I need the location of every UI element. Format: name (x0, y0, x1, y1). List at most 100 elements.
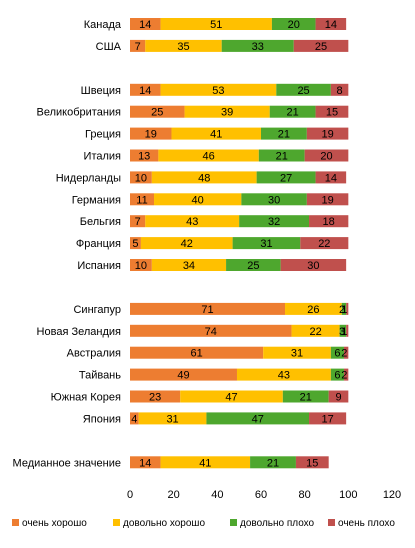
data-label-довольно-хорошо-12: 22 (309, 326, 321, 338)
category-label-11: Сингапур (73, 304, 121, 316)
bar-довольно-плохо-11 (341, 302, 347, 315)
legend-swatch-3 (328, 519, 335, 526)
data-label-довольно-плохо-15: 21 (300, 392, 312, 404)
category-label-7: Германия (72, 194, 121, 206)
bar-довольно-плохо-7 (241, 193, 307, 206)
legend-swatch-1 (113, 519, 120, 526)
data-label-очень-хорошо-6: 10 (135, 172, 147, 184)
data-label-довольно-хорошо-0: 51 (210, 19, 222, 31)
data-label-очень-плохо-15: 9 (335, 392, 341, 404)
category-label-1: США (96, 41, 122, 53)
data-label-очень-плохо-6: 14 (325, 172, 337, 184)
bar-очень-хорошо-0 (130, 18, 161, 30)
category-label-4: Греция (85, 129, 121, 141)
data-label-довольно-хорошо-2: 53 (212, 85, 224, 97)
category-labels: Канада США Швеция Великобритания Греция Итали… (13, 19, 122, 469)
data-label-довольно-хорошо-7: 40 (192, 194, 204, 206)
data-label-довольно-плохо-2: 25 (297, 85, 309, 97)
bar-довольно-хорошо-9 (140, 237, 233, 250)
data-label-очень-плохо-11: 1 (341, 304, 347, 316)
data-label-очень-плохо-9: 22 (318, 238, 330, 250)
bar-довольно-хорошо-6 (151, 171, 257, 184)
data-label-очень-хорошо-8: 7 (135, 216, 141, 228)
bar-довольно-плохо-13 (330, 346, 344, 359)
bar-очень-хорошо-15 (130, 390, 181, 403)
bar-очень-плохо-3 (315, 105, 349, 118)
data-label-довольно-хорошо-10: 34 (183, 260, 195, 272)
legend-label-1: довольно хорошо (123, 518, 205, 529)
bar-очень-плохо-8 (309, 215, 349, 228)
data-label-очень-хорошо-14: 49 (177, 370, 189, 382)
bar-очень-хорошо-12 (130, 324, 292, 337)
bar-довольно-хорошо-12 (291, 324, 340, 337)
bar-довольно-плохо-1 (221, 39, 294, 52)
bar-очень-плохо-4 (306, 127, 349, 140)
category-label-14: Тайвань (79, 370, 121, 382)
data-label-очень-хорошо-13: 61 (190, 348, 202, 360)
bar-довольно-хорошо-15 (180, 390, 283, 403)
data-label-очень-плохо-12: 1 (341, 326, 347, 338)
data-label-довольно-хорошо-11: 26 (307, 304, 319, 316)
data-label-довольно-плохо-0: 20 (288, 19, 300, 31)
data-label-довольно-хорошо-6: 48 (198, 172, 210, 184)
category-label-16: Япония (83, 413, 121, 425)
bar-довольно-хорошо-16 (138, 412, 207, 425)
bar-довольно-хорошо-7 (154, 193, 242, 206)
bar-очень-плохо-15 (328, 390, 349, 403)
data-label-очень-плохо-5: 20 (320, 151, 332, 163)
bar-довольно-плохо-3 (269, 105, 316, 118)
x-tick-label-1: 20 (168, 489, 180, 501)
data-label-довольно-плохо-3: 21 (287, 107, 299, 119)
legend: очень хорошо довольно хорошо довольно плох… (12, 518, 395, 529)
data-label-очень-хорошо-16: 4 (131, 413, 137, 425)
category-label-6: Нидерланды (56, 172, 121, 184)
bar-очень-хорошо-8 (130, 215, 146, 228)
data-label-довольно-хорошо-16: 31 (166, 413, 178, 425)
data-label-довольно-хорошо-8: 43 (186, 216, 198, 228)
data-label-очень-хорошо-4: 19 (145, 129, 157, 141)
category-label-2: Швеция (81, 85, 121, 97)
data-label-очень-хорошо-15: 23 (149, 392, 161, 404)
data-label-довольно-хорошо-17: 41 (199, 457, 211, 469)
bar-довольно-плохо-14 (330, 368, 344, 381)
bar-довольно-хорошо-14 (236, 368, 331, 381)
data-label-очень-хорошо-9: 5 (132, 238, 138, 250)
x-tick-label-6: 120 (383, 489, 401, 501)
category-label-10: Испания (77, 260, 121, 272)
bar-очень-плохо-11 (346, 302, 349, 315)
bar-очень-хорошо-1 (130, 39, 146, 52)
bar-довольно-плохо-15 (282, 390, 329, 403)
bar-очень-хорошо-16 (130, 412, 139, 425)
bar-очень-плохо-7 (306, 193, 349, 206)
bar-довольно-хорошо-3 (184, 105, 270, 118)
data-label-довольно-плохо-9: 31 (260, 238, 272, 250)
data-label-довольно-хорошо-4: 41 (210, 129, 222, 141)
data-label-довольно-плохо-16: 47 (252, 413, 264, 425)
category-label-8: Бельгия (80, 216, 121, 228)
bar-довольно-плохо-6 (256, 171, 316, 184)
bar-очень-плохо-6 (315, 171, 347, 184)
bar-довольно-плохо-10 (226, 259, 281, 271)
bar-довольно-хорошо-10 (151, 259, 227, 271)
data-label-очень-хорошо-7: 11 (136, 194, 147, 206)
bar-очень-хорошо-4 (130, 127, 172, 140)
bar-довольно-плохо-2 (276, 83, 331, 96)
bar-очень-плохо-16 (309, 412, 347, 425)
bar-довольно-плохо-17 (250, 456, 296, 469)
data-label-довольно-плохо-8: 32 (268, 216, 280, 228)
data-label-довольно-хорошо-1: 35 (177, 41, 189, 53)
data-label-очень-плохо-17: 15 (306, 457, 318, 469)
data-label-довольно-плохо-4: 21 (278, 129, 290, 141)
data-label-довольно-плохо-14: 6 (334, 370, 340, 382)
data-label-очень-хорошо-5: 13 (138, 151, 150, 163)
x-axis: 0 20 40 60 80 100 120 (127, 489, 401, 501)
bar-очень-плохо-0 (315, 18, 347, 30)
data-label-очень-плохо-7: 19 (321, 194, 333, 206)
category-label-15: Южная Корея (51, 392, 121, 404)
data-label-очень-хорошо-3: 25 (151, 107, 163, 119)
bar-довольно-хорошо-1 (145, 39, 222, 52)
category-label-3: Великобритания (37, 107, 122, 119)
bar-довольно-плохо-8 (239, 215, 310, 228)
category-label-13: Австралия (67, 348, 121, 360)
